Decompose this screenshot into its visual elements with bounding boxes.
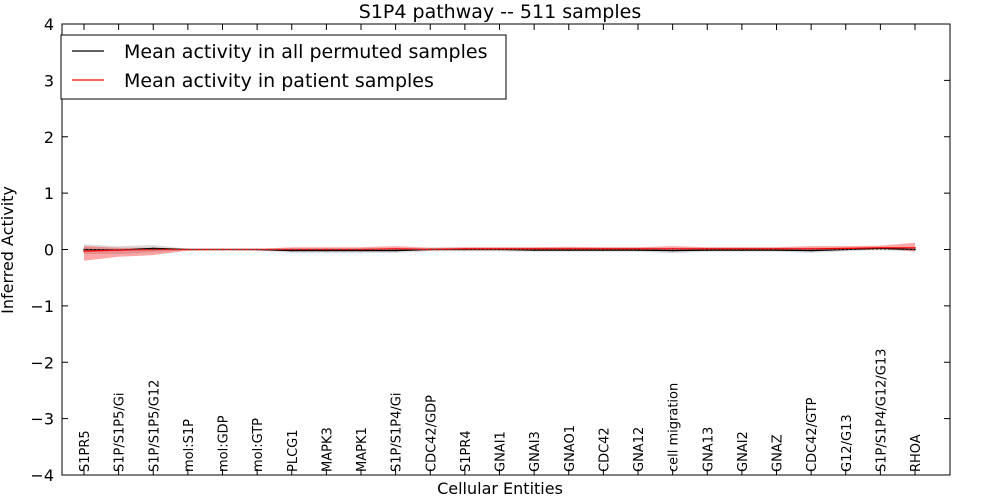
x-tick-label-8: MAPK1: [355, 427, 370, 472]
legend-label-permuted: Mean activity in all permuted samples: [124, 41, 487, 63]
x-tick-label-2: S1P/S1P5/G12: [147, 380, 162, 472]
point-permuted-9: [394, 249, 397, 252]
point-permuted-7: [325, 249, 328, 252]
x-tick-label-7: MAPK3: [320, 427, 335, 472]
legend-box: [60, 34, 507, 100]
x-tick-label-0: S1PR5: [78, 430, 93, 472]
point-permuted-2: [152, 247, 155, 250]
x-tick-label-5: mol:GTP: [251, 418, 266, 472]
band-patient: [84, 242, 915, 261]
point-permuted-15: [602, 249, 605, 251]
point-permuted-24: [914, 248, 916, 251]
y-tick-label-3: 1: [44, 184, 54, 203]
y-tick-label-6: −2: [30, 353, 54, 372]
x-tick-label-22: G12/G13: [840, 414, 855, 472]
point-permuted-8: [360, 249, 362, 252]
x-tick-label-12: GNAI1: [494, 431, 509, 472]
x-tick-label-4: mol:GDP: [217, 415, 232, 472]
x-axis-ticks: S1PR5 S1P/S1P5/Gi S1P/S1P5/G12 mol:S1P mol:G…: [78, 24, 924, 475]
y-axis-ticks: 4 3 2 1 0 −1 −2 −3 −4: [30, 15, 950, 485]
y-tick-label-5: −1: [30, 297, 54, 316]
point-patient-24: [914, 247, 916, 249]
x-tick-label-17: cell migration: [667, 383, 682, 472]
x-tick-label-15: CDC42: [597, 427, 612, 472]
x-tick-label-14: GNAO1: [563, 425, 578, 472]
y-axis-label: Inferred Activity: [0, 186, 17, 314]
x-tick-label-16: GNA12: [632, 427, 647, 472]
legend-label-patient: Mean activity in patient samples: [124, 70, 434, 92]
y-tick-label-1: 3: [44, 71, 54, 90]
point-patient-1: [117, 249, 120, 251]
x-tick-label-20: GNAZ: [771, 434, 786, 472]
y-tick-label-4: 0: [44, 241, 54, 260]
point-patient-22: [845, 247, 847, 250]
x-tick-label-24: RHOA: [909, 434, 924, 472]
x-tick-label-3: mol:S1P: [182, 419, 197, 472]
x-tick-label-13: GNAI3: [528, 431, 543, 472]
point-patient-4: [221, 248, 224, 251]
chart-title: S1P4 pathway -- 511 samples: [359, 1, 641, 23]
point-permuted-17: [671, 249, 674, 252]
x-tick-label-21: CDC42/GTP: [805, 397, 820, 472]
x-tick-label-11: S1PR4: [459, 430, 474, 472]
point-permuted-18: [706, 249, 709, 251]
y-tick-label-7: −3: [30, 410, 54, 429]
y-tick-label-0: 4: [44, 15, 54, 34]
x-tick-label-10: CDC42/GDP: [424, 395, 439, 472]
point-patient-18: [706, 248, 709, 250]
x-tick-label-9: S1P/S1P4/Gi: [390, 393, 405, 472]
point-patient-21: [810, 248, 812, 250]
x-tick-label-19: GNAI2: [736, 431, 751, 472]
plot-frame: [61, 23, 951, 476]
point-patient-0: [83, 250, 85, 252]
point-permuted-6: [291, 249, 293, 252]
x-tick-label-6: PLCG1: [286, 429, 301, 472]
point-patient-12: [498, 248, 501, 250]
y-tick-label-2: 2: [44, 128, 54, 147]
x-tick-label-23: S1P/S1P4/G12/G13: [874, 349, 889, 472]
point-permuted-21: [810, 249, 812, 252]
confidence-bands: [84, 242, 915, 261]
point-patient-15: [602, 248, 605, 250]
legend: Mean activity in all permuted samples Me…: [60, 34, 507, 100]
x-axis-label: Cellular Entities: [437, 479, 563, 498]
point-patient-23: [879, 247, 882, 249]
y-tick-label-8: −4: [30, 466, 54, 485]
x-tick-label-1: S1P/S1P5/Gi: [113, 393, 128, 472]
x-tick-label-18: GNA13: [701, 427, 716, 472]
